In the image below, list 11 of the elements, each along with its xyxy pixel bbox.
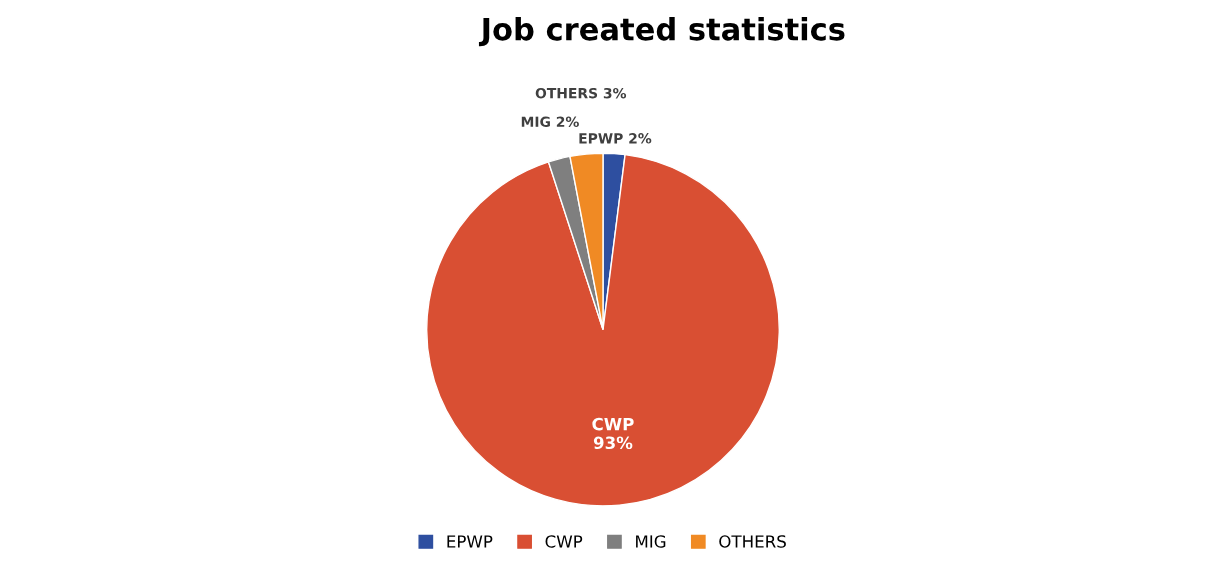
category-label: EPWP 2% [579, 133, 652, 144]
slice-label: CWP [592, 417, 634, 431]
category-label: MIG 2% [521, 116, 579, 127]
chart-title: Job created statistics [478, 16, 845, 47]
legend-label: CWP [545, 535, 583, 548]
pie-slice [426, 153, 780, 507]
category-label: OTHERS 3% [535, 87, 627, 99]
legend-label: MIG [636, 535, 666, 548]
data-label: 93% [593, 436, 633, 450]
legend-label: OTHERS [719, 535, 786, 548]
legend-label: EPWP [447, 535, 493, 548]
